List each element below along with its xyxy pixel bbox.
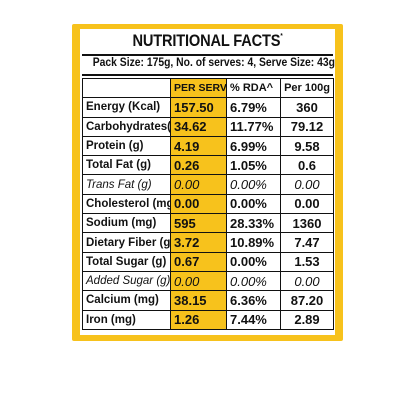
table-row: Dietary Fiber (g) 3.72 10.89% 7.47 <box>82 232 334 253</box>
rda-value: 0.00% <box>226 251 281 272</box>
nutrient-name: Carbohydrates(g) <box>82 116 171 137</box>
per-100g-value: 87.20 <box>280 290 334 311</box>
per-serve-value: 0.26 <box>170 155 227 176</box>
per-100g-value: 0.00 <box>280 193 334 215</box>
label-title-mark: * <box>280 33 283 40</box>
table-row: Protein (g) 4.19 6.99% 9.58 <box>82 135 334 157</box>
header-rda: % RDA^ <box>226 77 281 99</box>
per-serve-value: 4.19 <box>170 135 227 157</box>
title-divider <box>82 54 333 56</box>
rda-value: 0.00% <box>226 193 281 215</box>
per-100g-value: 1.53 <box>280 251 334 272</box>
table-row: Energy (Kcal) 157.50 6.79% 360 <box>82 97 334 118</box>
rda-value: 7.44% <box>226 309 281 330</box>
label-title-text: NUTRITIONAL FACTS <box>132 31 281 50</box>
per-100g-value: 0.00 <box>280 270 334 292</box>
rda-value: 1.05% <box>226 155 281 176</box>
table-row: Cholesterol (mg) 0.00 0.00% 0.00 <box>82 193 334 215</box>
nutrient-name: Energy (Kcal) <box>82 97 171 118</box>
pack-divider <box>82 74 333 76</box>
header-per-100g: Per 100g <box>280 77 334 99</box>
per-serve-value: 595 <box>170 213 227 234</box>
nutrient-name: Trans Fat (g) <box>82 174 171 195</box>
nutrient-name: Total Fat (g) <box>82 155 171 176</box>
nutrition-label: NUTRITIONAL FACTS* Pack Size: 175g, No. … <box>80 29 335 335</box>
label-title: NUTRITIONAL FACTS* <box>98 31 317 51</box>
table-row: Total Fat (g) 0.26 1.05% 0.6 <box>82 155 334 176</box>
nutrient-name: Iron (mg) <box>82 309 171 330</box>
nutrient-name: Protein (g) <box>82 135 171 157</box>
nutrient-name: Total Sugar (g) <box>82 251 171 272</box>
per-serve-value: 38.15 <box>170 290 227 311</box>
per-serve-value: 0.00 <box>170 270 227 292</box>
header-nutrient <box>82 77 171 99</box>
nutrient-name: Added Sugar (g) <box>82 270 171 292</box>
nutrient-name: Sodium (mg) <box>82 213 171 234</box>
per-100g-value: 79.12 <box>280 116 334 137</box>
rda-value: 28.33% <box>226 213 281 234</box>
nutrient-name: Dietary Fiber (g) <box>82 232 171 253</box>
table-row: Sodium (mg) 595 28.33% 1360 <box>82 213 334 234</box>
per-100g-value: 1360 <box>280 213 334 234</box>
per-serve-value: 1.26 <box>170 309 227 330</box>
nutrition-table: PER SERVE* % RDA^ Per 100g Energy (Kcal)… <box>82 77 334 330</box>
per-serve-value: 34.62 <box>170 116 227 137</box>
nutrient-name: Calcium (mg) <box>82 290 171 311</box>
per-serve-value: 0.00 <box>170 193 227 215</box>
rda-value: 10.89% <box>226 232 281 253</box>
per-100g-value: 0.6 <box>280 155 334 176</box>
per-100g-value: 7.47 <box>280 232 334 253</box>
rda-value: 6.36% <box>226 290 281 311</box>
per-100g-value: 0.00 <box>280 174 334 195</box>
table-header-row: PER SERVE* % RDA^ Per 100g <box>82 77 334 99</box>
rda-value: 0.00% <box>226 270 281 292</box>
table-row: Calcium (mg) 38.15 6.36% 87.20 <box>82 290 334 311</box>
rda-value: 0.00% <box>226 174 281 195</box>
per-serve-value: 0.00 <box>170 174 227 195</box>
nutrition-label-frame: NUTRITIONAL FACTS* Pack Size: 175g, No. … <box>72 24 343 341</box>
table-row: Iron (mg) 1.26 7.44% 2.89 <box>82 309 334 330</box>
per-serve-value: 157.50 <box>170 97 227 118</box>
table-row: Trans Fat (g) 0.00 0.00% 0.00 <box>82 174 334 195</box>
table-row: Total Sugar (g) 0.67 0.00% 1.53 <box>82 251 334 272</box>
nutrient-name: Cholesterol (mg) <box>82 193 171 215</box>
rda-value: 6.79% <box>226 97 281 118</box>
header-per-serve: PER SERVE* <box>170 77 227 99</box>
per-100g-value: 360 <box>280 97 334 118</box>
per-100g-value: 2.89 <box>280 309 334 330</box>
table-row: Added Sugar (g) 0.00 0.00% 0.00 <box>82 270 334 292</box>
per-serve-value: 3.72 <box>170 232 227 253</box>
per-serve-value: 0.67 <box>170 251 227 272</box>
rda-value: 11.77% <box>226 116 281 137</box>
per-100g-value: 9.58 <box>280 135 334 157</box>
rda-value: 6.99% <box>226 135 281 157</box>
pack-info: Pack Size: 175g, No. of serves: 4, Serve… <box>92 57 335 69</box>
